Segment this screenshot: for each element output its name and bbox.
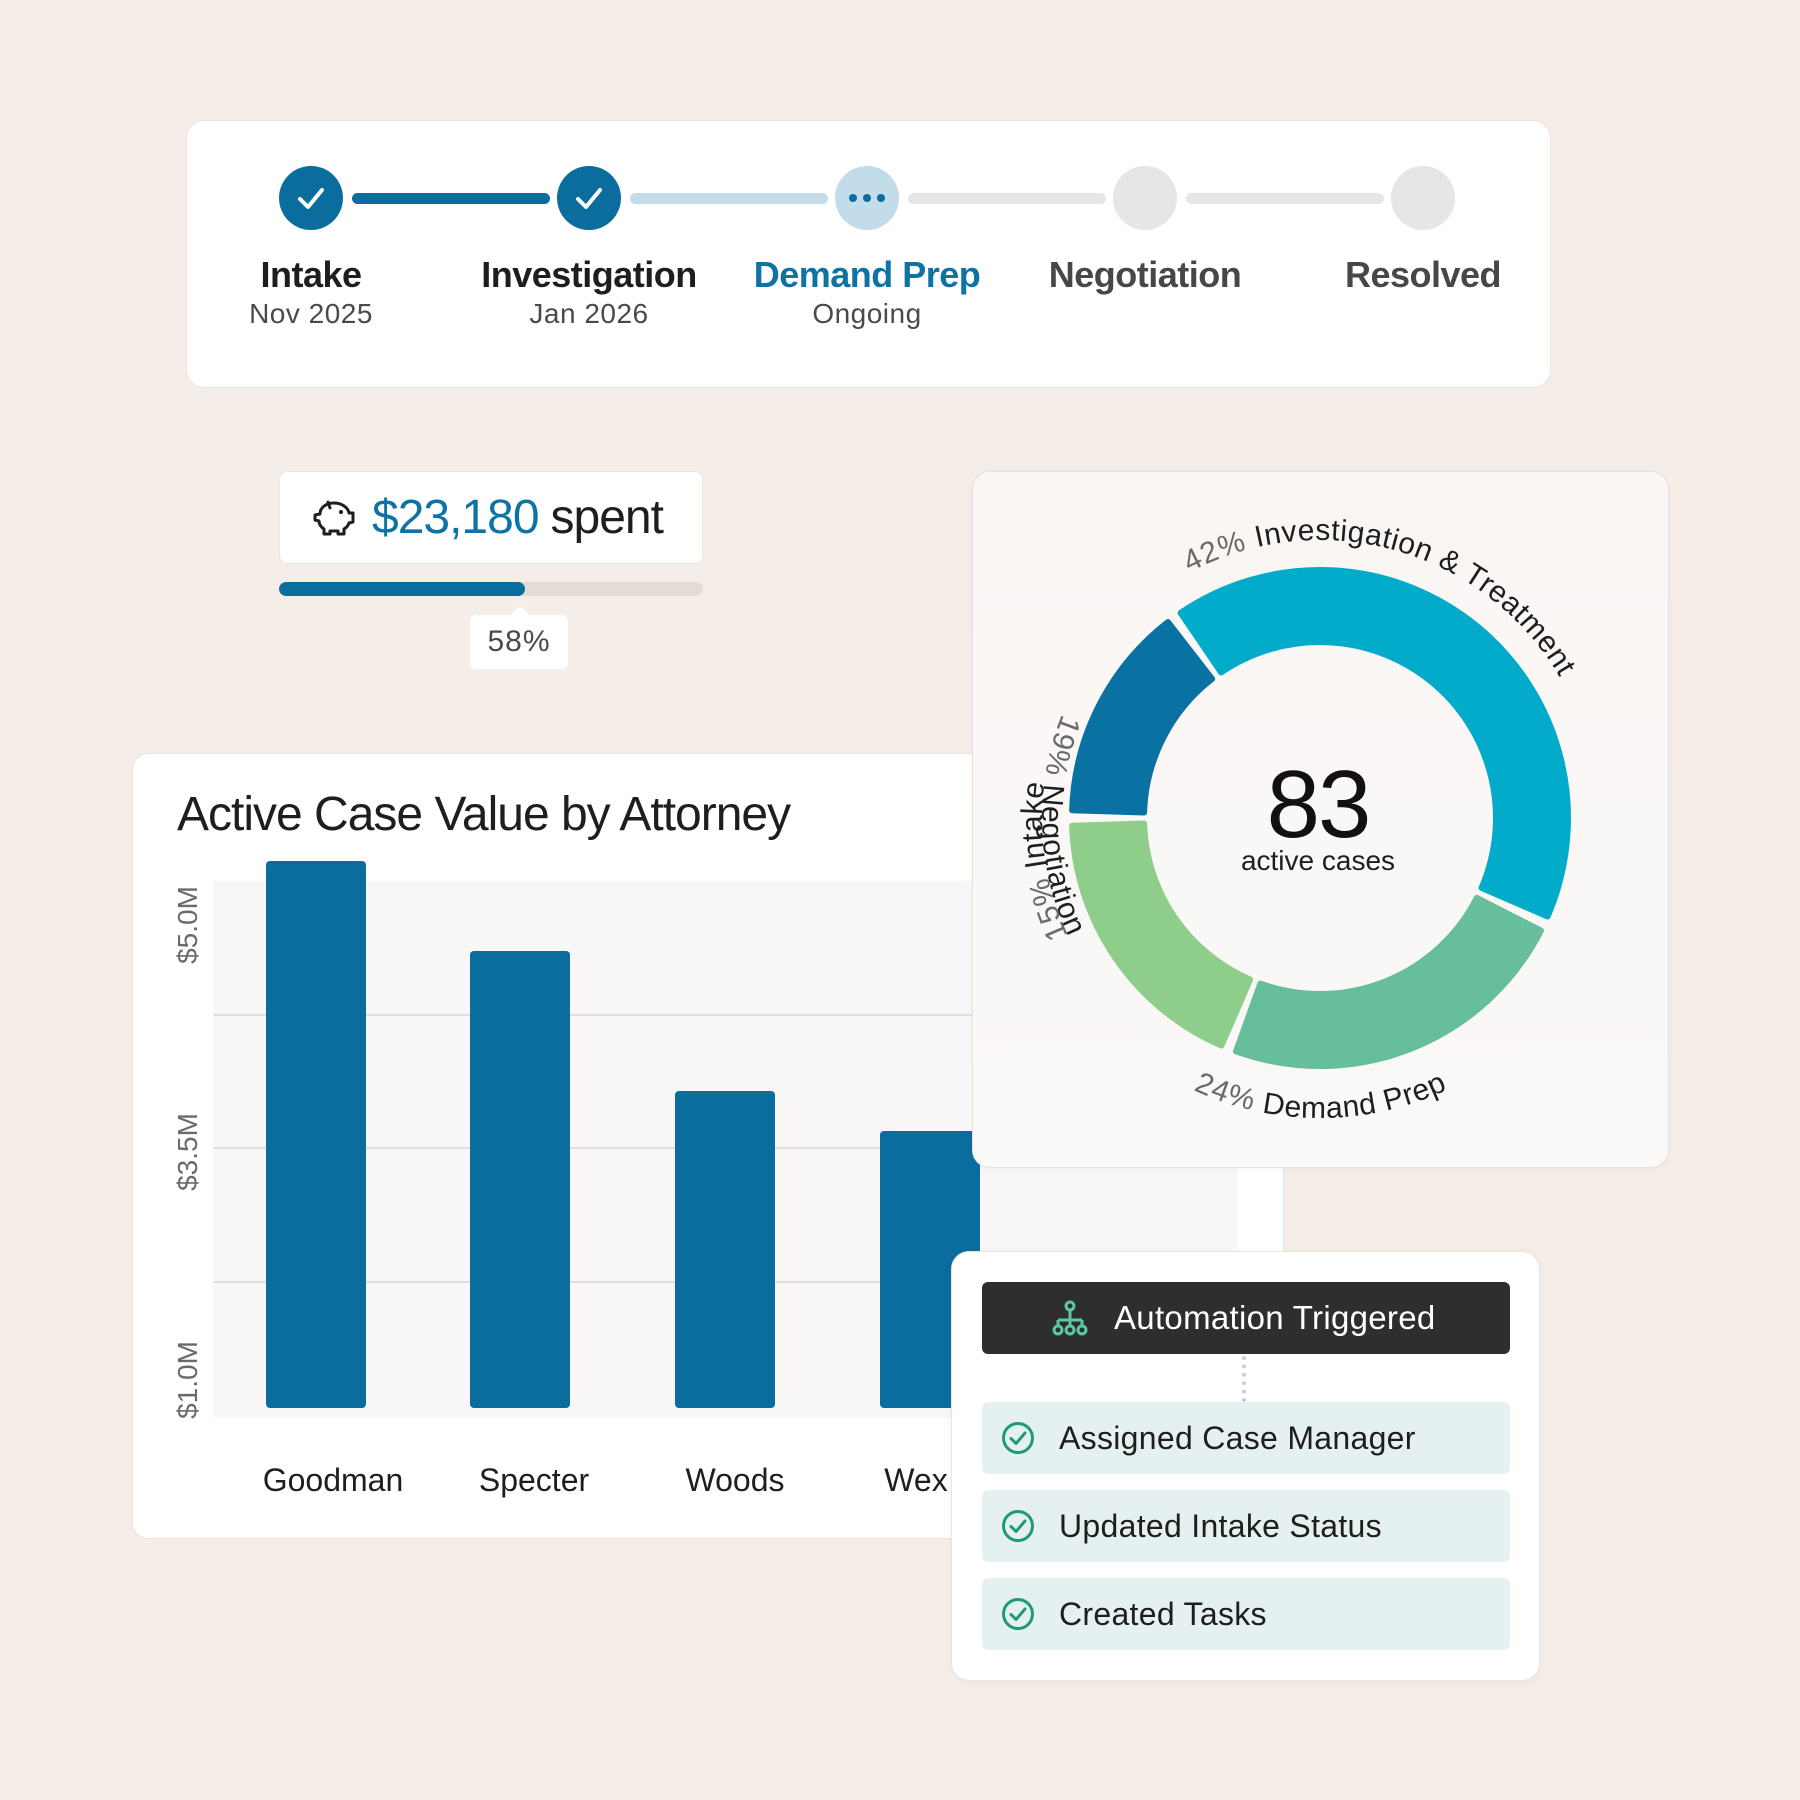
step-sub-investigation: Jan 2026 (529, 298, 649, 329)
automation-item-label: Created Tasks (1059, 1595, 1267, 1632)
step-label-investigation: Investigation (481, 254, 697, 295)
automation-item[interactable]: Assigned Case Manager (982, 1402, 1510, 1474)
donut-center-value: 83 (1266, 751, 1372, 858)
step-negotiation-circle[interactable] (1113, 166, 1177, 230)
step-label-intake: Intake (260, 254, 362, 295)
x-tick-label: Goodman (263, 1462, 404, 1498)
automation-item-label: Updated Intake Status (1059, 1507, 1382, 1544)
piggy-bank-icon (313, 500, 355, 535)
step-connector-2 (630, 193, 828, 204)
y-tick-label: $1.0M (172, 1341, 203, 1419)
automation-item[interactable]: Updated Intake Status (982, 1490, 1510, 1562)
x-tick-label: Wex (884, 1462, 947, 1498)
bar-goodman[interactable] (266, 861, 366, 1408)
donut-label: 24% Demand Prep (1190, 1066, 1451, 1126)
automation-item[interactable]: Created Tasks (982, 1578, 1510, 1650)
y-tick-label: $3.5M (172, 1113, 203, 1191)
step-label-negotiation: Negotiation (1048, 254, 1242, 295)
x-tick-label: Specter (479, 1462, 590, 1498)
spent-word: spent (550, 491, 664, 544)
automation-item-label: Assigned Case Manager (1059, 1419, 1416, 1456)
check-circle-icon (1002, 1598, 1034, 1630)
donut-segment-investigation[interactable] (1177, 567, 1571, 920)
more-dots-icon (849, 194, 885, 202)
automation-header[interactable]: Automation Triggered (982, 1282, 1510, 1354)
step-sub-demand-prep: Ongoing (812, 298, 922, 329)
step-demand-prep-circle[interactable] (835, 166, 899, 230)
y-tick-label: $5.0M (172, 886, 203, 964)
spent-progress-fill (279, 582, 525, 596)
step-resolved-circle[interactable] (1391, 166, 1455, 230)
automation-connector (1242, 1356, 1246, 1402)
step-label-resolved: Resolved (1344, 254, 1502, 295)
spent-summary: $23,180 spent (279, 471, 703, 564)
step-connector-1 (352, 193, 550, 204)
donut-segment-demand-prep[interactable] (1232, 894, 1544, 1069)
check-icon (576, 188, 602, 209)
case-progress-card (186, 120, 1551, 388)
bar-woods[interactable] (675, 1091, 775, 1408)
donut-center-label: active cases (1240, 845, 1396, 876)
check-circle-icon (1002, 1422, 1034, 1454)
check-circle-icon (1002, 1510, 1034, 1542)
step-intake-circle[interactable] (279, 166, 343, 230)
spent-progress-track (279, 582, 703, 596)
chart-title: Active Case Value by Attorney (177, 788, 791, 841)
step-investigation-circle[interactable] (557, 166, 621, 230)
step-connector-3 (908, 193, 1106, 204)
check-icon (298, 188, 324, 209)
automation-header-label: Automation Triggered (1114, 1299, 1436, 1336)
bar-specter[interactable] (470, 951, 570, 1408)
step-label-demand-prep: Demand Prep (753, 254, 981, 295)
x-tick-label: Woods (685, 1462, 784, 1498)
step-sub-intake: Nov 2025 (249, 298, 373, 329)
donut-segment-intake[interactable] (1069, 619, 1216, 816)
spent-percent-tooltip: 58% (470, 606, 568, 669)
spent-amount: $23,180 (372, 491, 540, 544)
step-connector-4 (1186, 193, 1384, 204)
donut-segment-negotiation[interactable] (1069, 820, 1254, 1049)
workflow-icon (1052, 1300, 1088, 1336)
